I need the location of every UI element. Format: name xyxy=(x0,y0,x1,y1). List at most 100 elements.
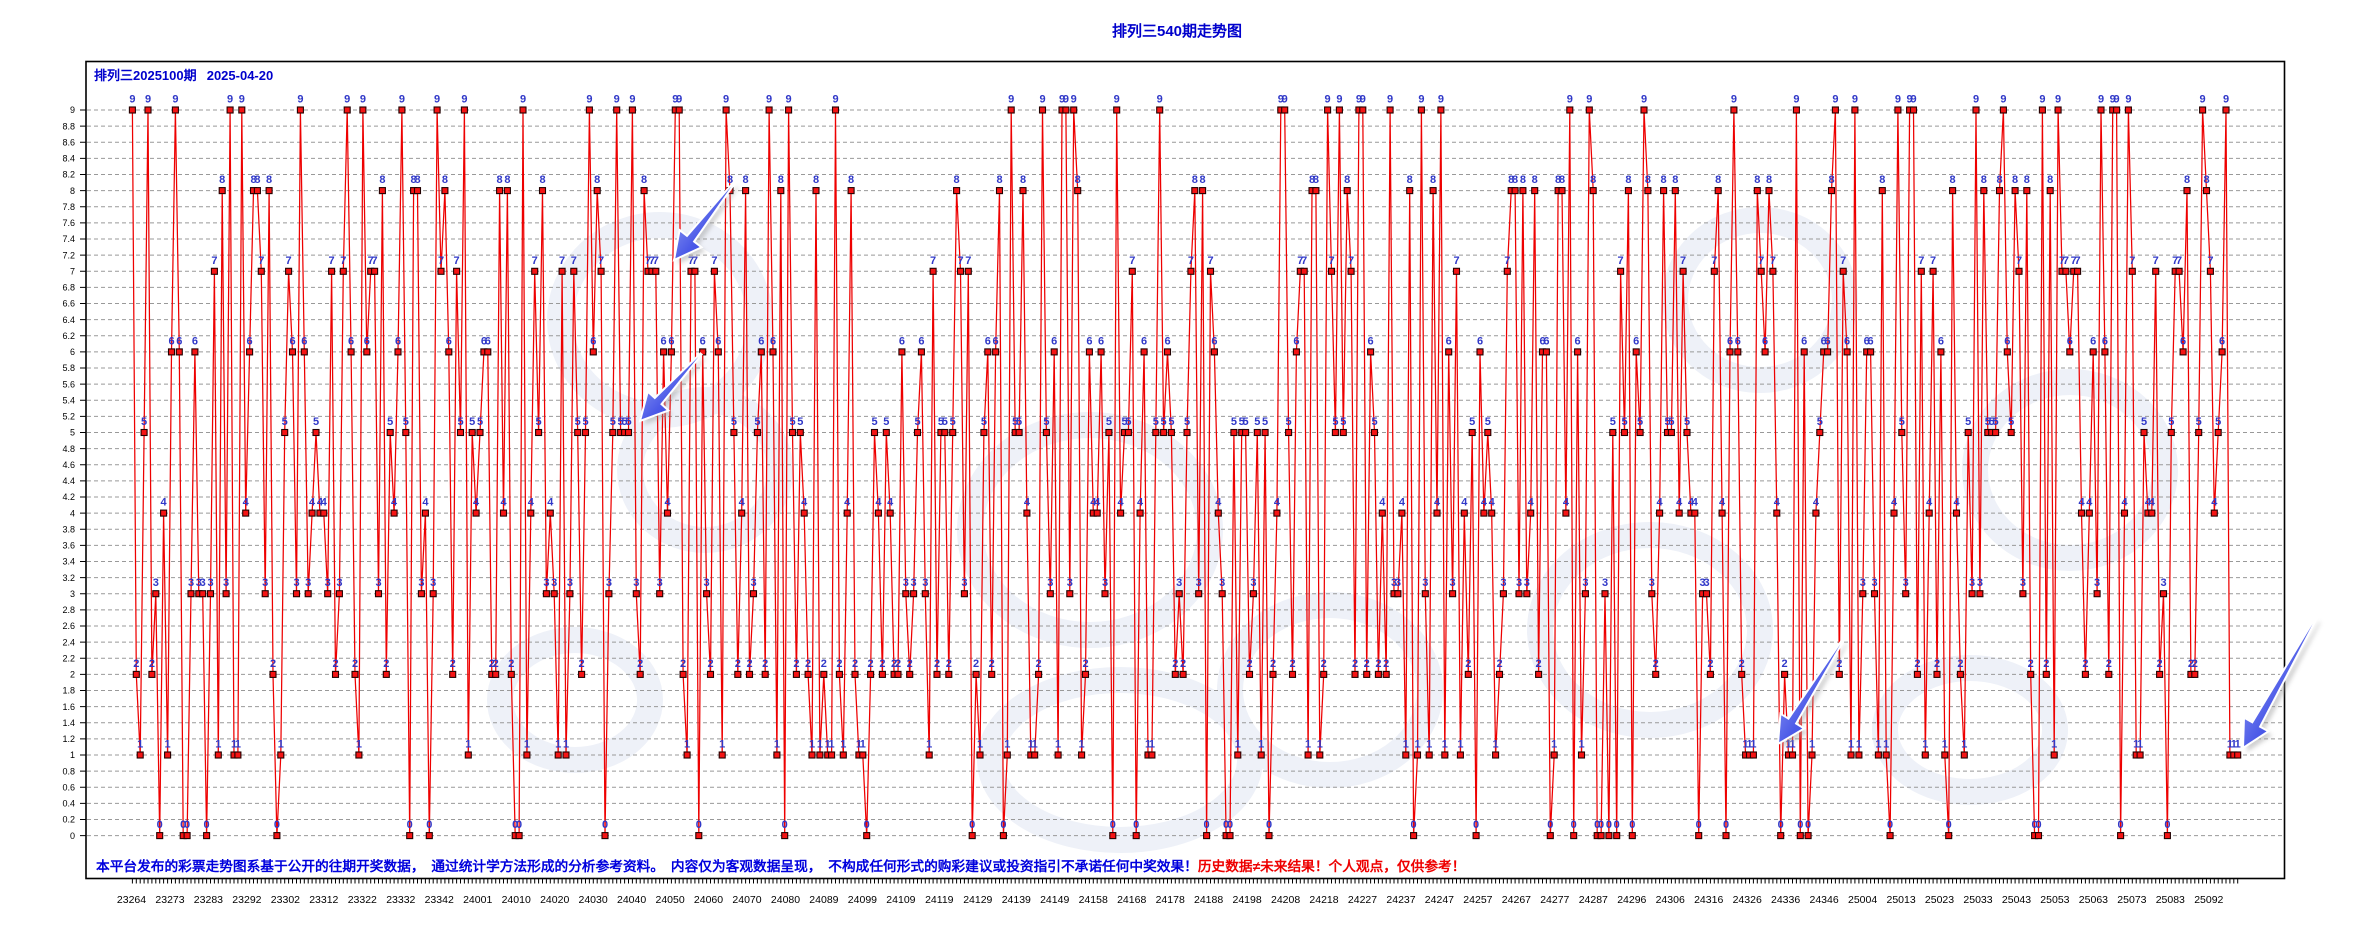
svg-text:1: 1 xyxy=(2227,739,2233,751)
svg-text:24277: 24277 xyxy=(1540,894,1569,906)
svg-text:2: 2 xyxy=(70,670,75,680)
svg-text:4: 4 xyxy=(243,497,250,509)
svg-text:4: 4 xyxy=(1215,497,1222,509)
svg-text:9: 9 xyxy=(145,94,151,106)
svg-text:9: 9 xyxy=(1641,94,1647,106)
svg-text:8: 8 xyxy=(1407,174,1413,186)
svg-text:3: 3 xyxy=(2160,577,2166,589)
svg-text:8: 8 xyxy=(954,174,960,186)
svg-text:0: 0 xyxy=(1696,819,1702,831)
svg-text:1: 1 xyxy=(1961,739,1967,751)
svg-text:7: 7 xyxy=(2016,255,2022,267)
svg-text:3: 3 xyxy=(911,577,917,589)
svg-text:9: 9 xyxy=(461,94,467,106)
svg-text:8: 8 xyxy=(848,174,854,186)
svg-text:3: 3 xyxy=(336,577,342,589)
svg-text:24089: 24089 xyxy=(809,894,838,906)
svg-text:5: 5 xyxy=(731,416,737,428)
svg-text:3: 3 xyxy=(1969,577,1975,589)
svg-text:6: 6 xyxy=(1368,335,1374,347)
svg-text:4: 4 xyxy=(422,497,429,509)
svg-text:0: 0 xyxy=(426,819,432,831)
svg-text:6.4: 6.4 xyxy=(62,315,75,325)
svg-text:23342: 23342 xyxy=(425,894,454,906)
svg-text:7: 7 xyxy=(1930,255,1936,267)
svg-text:5: 5 xyxy=(1125,416,1131,428)
svg-text:3: 3 xyxy=(1524,577,1530,589)
svg-text:2: 2 xyxy=(735,658,741,670)
svg-text:4: 4 xyxy=(1274,497,1281,509)
svg-text:6: 6 xyxy=(1825,335,1831,347)
svg-text:1: 1 xyxy=(1809,739,1815,751)
svg-text:24326: 24326 xyxy=(1733,894,1762,906)
svg-text:7: 7 xyxy=(965,255,971,267)
svg-text:6: 6 xyxy=(176,335,182,347)
svg-text:2: 2 xyxy=(2028,658,2034,670)
svg-text:9: 9 xyxy=(1418,94,1424,106)
svg-text:4: 4 xyxy=(500,497,507,509)
svg-text:2: 2 xyxy=(1321,658,1327,670)
svg-text:2.4: 2.4 xyxy=(62,637,75,647)
svg-text:7: 7 xyxy=(438,255,444,267)
svg-text:8.4: 8.4 xyxy=(62,154,75,164)
svg-text:1: 1 xyxy=(977,739,983,751)
svg-text:4: 4 xyxy=(664,497,671,509)
svg-text:6: 6 xyxy=(2102,335,2108,347)
svg-text:9: 9 xyxy=(1325,94,1331,106)
svg-text:7.8: 7.8 xyxy=(62,202,75,212)
svg-text:1.8: 1.8 xyxy=(62,686,75,696)
svg-text:4: 4 xyxy=(875,497,882,509)
svg-text:5: 5 xyxy=(1332,416,1338,428)
svg-text:4: 4 xyxy=(317,497,324,509)
svg-text:8: 8 xyxy=(1344,174,1350,186)
svg-text:25083: 25083 xyxy=(2156,894,2185,906)
svg-text:7: 7 xyxy=(1918,255,1924,267)
svg-text:6: 6 xyxy=(1938,335,1944,347)
svg-text:8: 8 xyxy=(254,174,260,186)
svg-text:8: 8 xyxy=(1512,174,1518,186)
svg-text:1: 1 xyxy=(165,739,171,751)
svg-text:23264: 23264 xyxy=(117,894,146,906)
svg-text:2: 2 xyxy=(1364,658,1370,670)
svg-text:5: 5 xyxy=(1043,416,1049,428)
svg-text:1: 1 xyxy=(1258,739,1264,751)
svg-text:9: 9 xyxy=(360,94,366,106)
svg-text:5: 5 xyxy=(575,416,581,428)
svg-text:4: 4 xyxy=(1563,497,1570,509)
svg-text:1: 1 xyxy=(1789,739,1795,751)
svg-text:4: 4 xyxy=(1090,497,1097,509)
svg-text:9: 9 xyxy=(399,94,405,106)
svg-text:3: 3 xyxy=(1602,577,1608,589)
svg-text:4: 4 xyxy=(2121,497,2128,509)
svg-text:6: 6 xyxy=(2090,335,2096,347)
svg-text:6: 6 xyxy=(1735,335,1741,347)
svg-text:0.6: 0.6 xyxy=(62,782,75,792)
svg-text:1: 1 xyxy=(1145,739,1151,751)
svg-text:2: 2 xyxy=(1082,658,1088,670)
svg-text:4: 4 xyxy=(1676,497,1683,509)
svg-text:5: 5 xyxy=(1965,416,1971,428)
svg-text:9: 9 xyxy=(1895,94,1901,106)
svg-text:5: 5 xyxy=(1899,416,1905,428)
svg-text:5: 5 xyxy=(1371,416,1377,428)
svg-text:6: 6 xyxy=(770,335,776,347)
svg-text:9: 9 xyxy=(1059,94,1065,106)
svg-text:7: 7 xyxy=(2071,255,2077,267)
svg-text:6: 6 xyxy=(1633,335,1639,347)
svg-text:0: 0 xyxy=(1000,819,1006,831)
svg-text:6: 6 xyxy=(2219,335,2225,347)
svg-text:0: 0 xyxy=(864,819,870,831)
svg-text:5: 5 xyxy=(70,428,75,438)
svg-text:7: 7 xyxy=(2059,255,2065,267)
svg-text:0: 0 xyxy=(1778,819,1784,831)
svg-text:6: 6 xyxy=(661,335,667,347)
svg-text:6.2: 6.2 xyxy=(62,331,75,341)
svg-text:23302: 23302 xyxy=(271,894,300,906)
svg-text:1: 1 xyxy=(774,739,780,751)
svg-text:6: 6 xyxy=(985,335,991,347)
svg-text:2: 2 xyxy=(805,658,811,670)
svg-text:1: 1 xyxy=(1079,739,1085,751)
svg-text:25013: 25013 xyxy=(1886,894,1915,906)
svg-text:23332: 23332 xyxy=(386,894,415,906)
svg-text:9: 9 xyxy=(1157,94,1163,106)
